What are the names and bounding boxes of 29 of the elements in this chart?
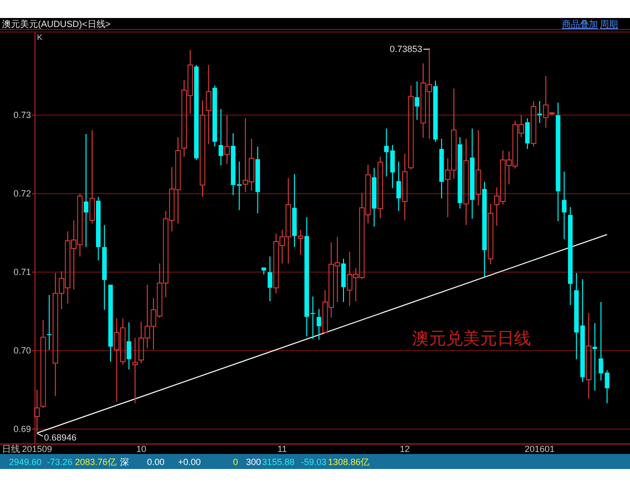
y-tick-label: 0.72 <box>13 188 31 199</box>
y-tick-label: 0.69 <box>13 424 31 434</box>
text: -59.03 <box>301 457 327 467</box>
text: 3155.88 <box>262 457 295 467</box>
y-tick-label: 0.70 <box>13 346 31 356</box>
text: 日线 <box>2 444 20 454</box>
x-tick-label: 11 <box>278 444 287 454</box>
text: 周期 <box>600 19 618 29</box>
text: 0.00 <box>147 457 165 467</box>
x-tick-label: 201601 <box>524 444 555 454</box>
text: 商品叠加 <box>562 19 598 29</box>
annotation: 0.73853 <box>390 44 422 54</box>
chart-title: 澳元美元(AUDUSD)<日线> <box>2 19 111 29</box>
text: 2949.60 <box>9 457 42 467</box>
x-tick-label: 10 <box>136 444 146 454</box>
text: 深 <box>120 457 129 467</box>
y-tick-label: 0.73 <box>13 110 31 120</box>
annotation: 0.68946 <box>44 432 77 442</box>
text: 300 <box>246 457 262 467</box>
text: -73.26 <box>47 457 73 467</box>
x-tick-label: 201509 <box>22 444 52 454</box>
text: 2083.76亿 <box>75 457 117 467</box>
text: 0 <box>233 457 238 467</box>
text: +0.00 <box>178 457 201 467</box>
annotation: K <box>37 33 43 42</box>
text: 1308.86亿 <box>328 457 370 467</box>
annotation: 澳元兑美元日线 <box>412 329 531 348</box>
y-tick-label: 0.71 <box>13 267 31 278</box>
x-tick-label: 12 <box>400 444 410 454</box>
